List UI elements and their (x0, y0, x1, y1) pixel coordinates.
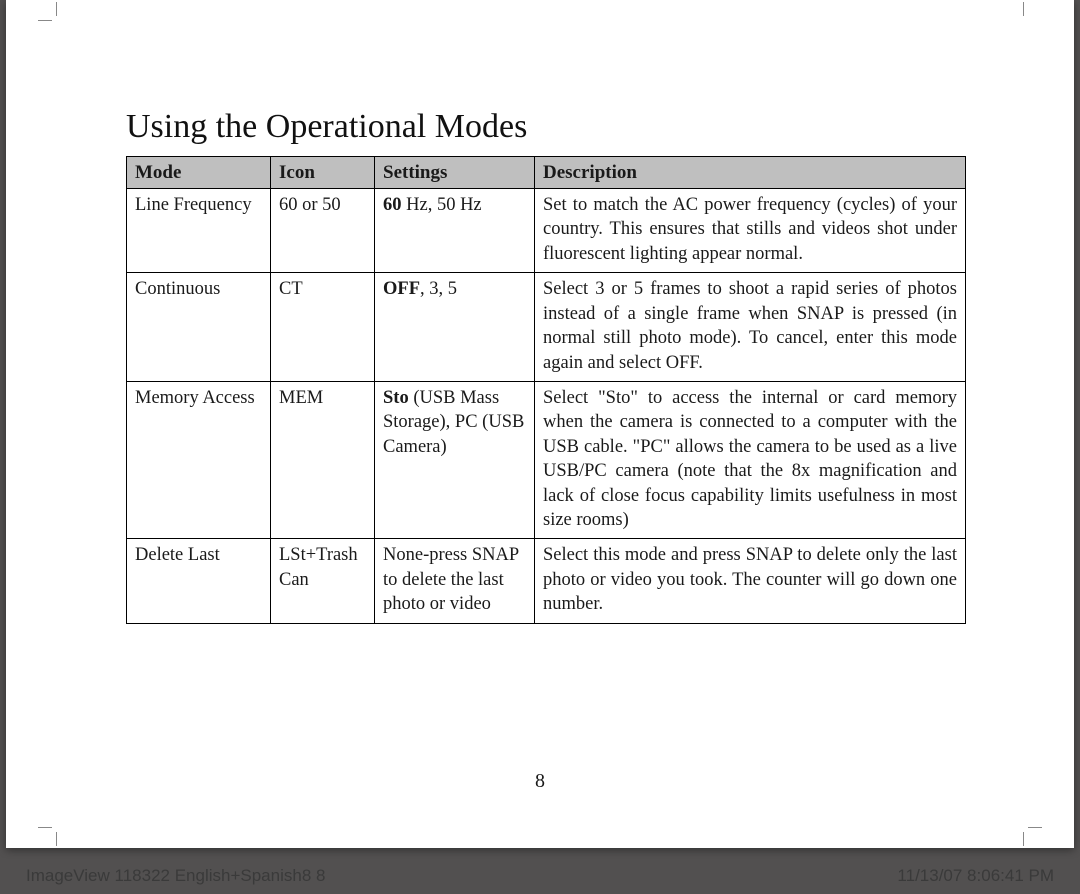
col-description: Description (535, 157, 966, 189)
table-row: Delete Last LSt+Trash Can None-press SNA… (127, 539, 966, 623)
table-row: Continuous CT OFF, 3, 5 Select 3 or 5 fr… (127, 273, 966, 382)
cell-settings: Sto (USB Mass Storage), PC (USB Camera) (375, 381, 535, 538)
col-icon: Icon (271, 157, 375, 189)
table-header-row: Mode Icon Settings Description (127, 157, 966, 189)
page-content: Using the Operational Modes Mode Icon Se… (126, 108, 966, 624)
cell-description: Select 3 or 5 frames to shoot a rapid se… (535, 273, 966, 382)
table-row: Memory Access MEM Sto (USB Mass Storage)… (127, 381, 966, 538)
modes-table: Mode Icon Settings Description Line Freq… (126, 156, 966, 624)
page-title: Using the Operational Modes (126, 108, 966, 146)
cell-description: Select this mode and press SNAP to delet… (535, 539, 966, 623)
cell-mode: Line Frequency (127, 189, 271, 273)
cell-settings: OFF, 3, 5 (375, 273, 535, 382)
cell-settings: None-press SNAP to delete the last photo… (375, 539, 535, 623)
footer-timestamp: 11/13/07 8:06:41 PM (897, 866, 1054, 886)
cell-icon: LSt+Trash Can (271, 539, 375, 623)
cell-mode: Continuous (127, 273, 271, 382)
page-number: 8 (6, 770, 1074, 793)
cell-settings: 60 Hz, 50 Hz (375, 189, 535, 273)
cell-mode: Memory Access (127, 381, 271, 538)
col-settings: Settings (375, 157, 535, 189)
cell-icon: 60 or 50 (271, 189, 375, 273)
table-row: Line Frequency 60 or 50 60 Hz, 50 Hz Set… (127, 189, 966, 273)
cell-mode: Delete Last (127, 539, 271, 623)
cell-description: Select "Sto" to access the internal or c… (535, 381, 966, 538)
cell-icon: CT (271, 273, 375, 382)
document-page: Using the Operational Modes Mode Icon Se… (6, 0, 1074, 848)
cell-icon: MEM (271, 381, 375, 538)
cell-description: Set to match the AC power frequency (cyc… (535, 189, 966, 273)
col-mode: Mode (127, 157, 271, 189)
print-footer: ImageView 118322 English+Spanish8 8 11/1… (0, 858, 1080, 894)
footer-filename: ImageView 118322 English+Spanish8 8 (26, 866, 325, 886)
